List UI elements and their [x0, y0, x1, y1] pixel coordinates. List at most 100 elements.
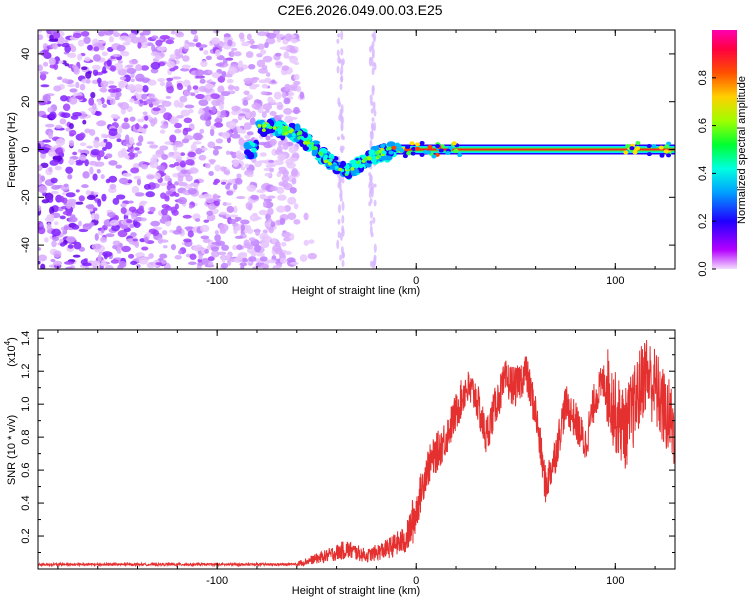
spectrogram-noise-blob — [97, 99, 102, 106]
spectrogram-noise-blob — [238, 137, 245, 146]
spectrogram-stripe-blob — [368, 201, 372, 207]
spectrogram-noise-blob — [237, 66, 244, 72]
spectrogram-noise-blob — [178, 181, 188, 187]
spectrogram-noise-blob — [223, 63, 229, 67]
spectrogram-noise-blob — [136, 150, 142, 154]
spectrogram-noise-blob — [209, 128, 215, 137]
spectrogram-noise-blob — [81, 30, 90, 37]
colorbar-tick-label: 0.8 — [697, 70, 709, 85]
snr-xlabel: Height of straight line (km) — [292, 585, 420, 597]
spectrogram-line-blob — [663, 149, 669, 154]
spectrogram-noise-blob — [174, 129, 182, 134]
spectrogram-noise-blob — [296, 85, 302, 93]
spectrogram-noise-blob — [200, 224, 210, 233]
spectrogram-noise-blob — [126, 219, 133, 224]
spectrogram-noise-blob — [154, 55, 163, 60]
spectrogram-noise-blob — [53, 221, 59, 226]
spectrogram-noise-blob — [103, 138, 108, 143]
spectrogram-noise-blob — [187, 42, 196, 47]
spectrogram-noise-blob — [53, 85, 62, 92]
spectrogram-line-blob — [438, 148, 444, 153]
spectrogram-noise-blob — [82, 171, 90, 179]
spectrogram-noise-blob — [293, 219, 301, 225]
spectrogram-noise-blob — [77, 39, 85, 47]
spectrogram-noise-blob — [240, 219, 250, 225]
spectrogram-stripe-blob — [336, 239, 340, 250]
spectrogram-noise-blob — [281, 175, 290, 183]
spectrogram-noise-blob — [214, 164, 222, 172]
spectrogram-noise-blob — [40, 84, 50, 88]
spectrogram-noise-blob — [112, 197, 120, 205]
spectrogram-noise-blob — [205, 55, 212, 61]
spectrogram-noise-blob — [100, 80, 109, 88]
spectrogram-noise-blob — [187, 151, 197, 158]
spectrogram-noise-blob — [38, 260, 41, 265]
spectrogram-stripe-blob — [336, 136, 340, 141]
spectrogram-noise-blob — [242, 257, 248, 263]
spectrogram-ridge-core — [356, 160, 361, 165]
spectrogram-ridge-blob — [251, 147, 258, 153]
spectrogram-noise-blob — [134, 242, 139, 248]
spectrogram-noise-blob — [195, 93, 206, 100]
spectrogram-stripe-blob — [337, 173, 341, 178]
spectrogram-stripe-blob — [368, 183, 372, 189]
spectrogram-stripe-blob — [368, 190, 372, 199]
spectrogram-noise-blob — [249, 84, 258, 90]
spectrogram-noise-blob — [124, 155, 130, 160]
spectrogram-noise-blob — [259, 194, 268, 199]
spectrogram-noise-blob — [190, 30, 198, 35]
spectrogram-noise-blob — [267, 259, 277, 264]
spectrogram-line-blob — [405, 144, 411, 149]
spectrogram-noise-blob — [204, 83, 214, 89]
spectrogram-noise-blob — [92, 69, 99, 77]
spectrogram-noise-blob — [118, 177, 129, 185]
spectrogram-noise-blob — [281, 91, 287, 99]
spectrogram-noise-blob — [246, 33, 252, 41]
spectrogram-noise-blob — [135, 252, 145, 258]
spectrogram-noise-blob — [225, 254, 231, 260]
spectrogram-noise-blob — [243, 122, 252, 130]
spectrogram-line-blob — [431, 154, 437, 159]
spectrogram-noise-blob — [217, 251, 227, 256]
spectrogram-ridge-core — [363, 157, 368, 162]
spectrogram-noise-blob — [141, 164, 148, 170]
snr-ylabel: SNR (10 * v/v) — [6, 415, 18, 485]
spectrogram-noise-blob — [270, 221, 276, 228]
spectrogram-noise-blob — [69, 88, 78, 93]
spectrogram-noise-blob — [160, 124, 169, 129]
snr-ytick-label: 1.0 — [20, 397, 32, 412]
spectrogram-noise-blob — [119, 35, 130, 41]
spectrogram-noise-blob — [205, 119, 212, 127]
spectrogram-noise-blob — [110, 259, 120, 264]
spectrogram-noise-blob — [128, 59, 139, 65]
spectrogram-noise-blob — [213, 145, 223, 150]
spectrogram-noise-blob — [39, 71, 49, 75]
spectrogram-noise-blob — [237, 127, 244, 134]
spectrogram-noise-blob — [284, 83, 291, 89]
spectrogram-stripe-blob — [340, 76, 344, 83]
spectrogram-noise-blob — [228, 66, 237, 75]
spectrogram-stripe-blob — [341, 259, 345, 268]
spectrogram-noise-blob — [184, 226, 194, 230]
spectrogram-noise-blob — [38, 64, 43, 72]
spectrogram-noise-blob — [49, 34, 55, 41]
spectrogram-stripe-blob — [337, 204, 341, 214]
spectrogram-noise-blob — [38, 164, 43, 172]
spectrogram-noise-blob — [96, 168, 101, 174]
spectrogram-noise-blob — [293, 203, 299, 210]
snr-frame — [37, 329, 676, 570]
spectrogram-noise-blob — [215, 62, 226, 67]
spectrogram-noise-blob — [221, 244, 230, 251]
spectrogram-noise-blob — [112, 53, 121, 58]
spectrogram-noise-blob — [242, 99, 249, 106]
spectrogram-noise-blob — [102, 66, 107, 74]
spectrogram-ridge-core — [297, 136, 302, 140]
spectrogram-noise-blob — [161, 208, 168, 216]
spectrogram-ridge-core — [381, 150, 386, 154]
spectrogram-noise-blob — [97, 254, 102, 262]
spectrogram-noise-blob — [50, 190, 59, 195]
spectrogram-noise-blob — [132, 238, 139, 242]
spectrogram-noise-blob — [63, 183, 69, 188]
spectrogram-noise-blob — [121, 51, 130, 57]
